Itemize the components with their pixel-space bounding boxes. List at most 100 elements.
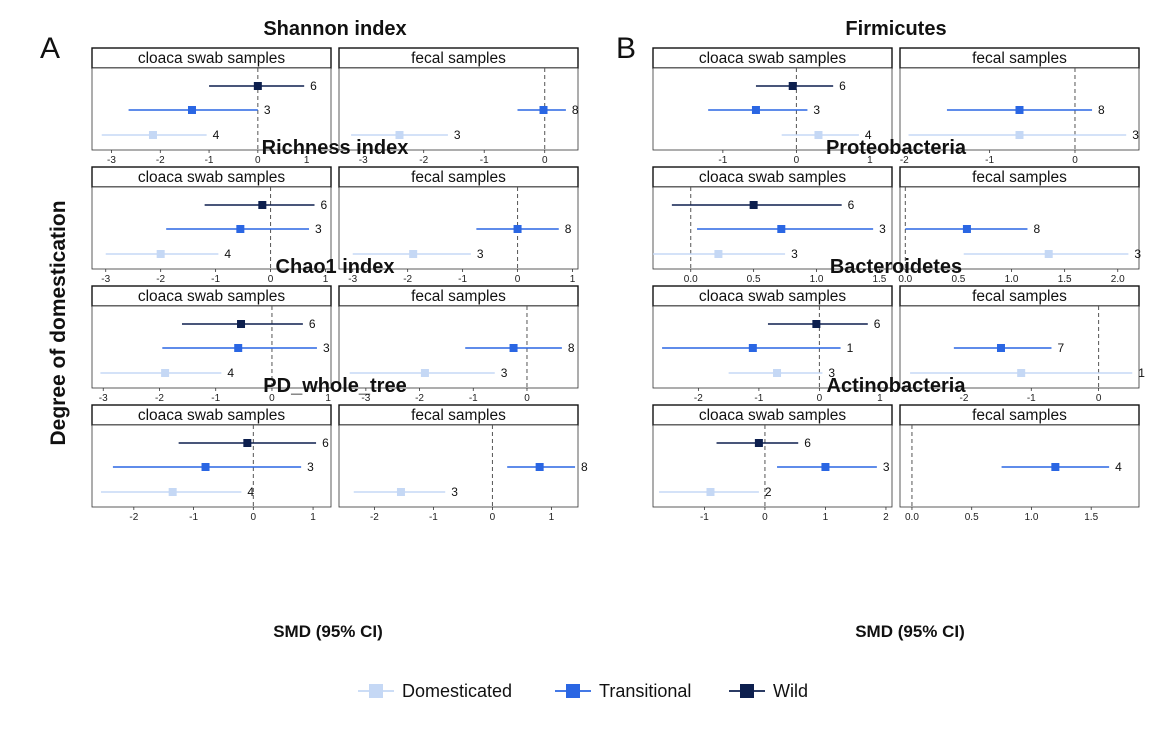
x-tick-label: 0 <box>269 393 275 404</box>
legend: Domesticated Transitional Wild <box>358 681 808 701</box>
x-tick-label: 0 <box>1072 155 1078 166</box>
facet-cloaca-swab: cloaca swab samples -1 0 1 6 3 4 <box>652 47 893 166</box>
facet-fecal: fecal samples -3 -2 -1 0 8 3 <box>338 47 579 166</box>
facet-strip-label: cloaca swab samples <box>138 288 286 305</box>
x-tick-label: 1 <box>325 393 331 404</box>
estimate-point-domesticated <box>714 250 723 258</box>
x-axis-label-a: SMD (95% CI) <box>273 622 383 641</box>
x-tick-label: -2 <box>403 274 412 285</box>
x-tick-label: -1 <box>1027 393 1036 404</box>
facet-strip-label: cloaca swab samples <box>138 50 286 67</box>
x-tick-label: -3 <box>101 274 110 285</box>
x-tick-label: 2 <box>883 512 889 523</box>
facet-strip-label: fecal samples <box>972 288 1067 305</box>
study-count-label: 3 <box>883 460 890 474</box>
x-tick-label: -1 <box>754 393 763 404</box>
forest-plot-richness-index: Richness index cloaca swab samples -3 -2 -1 0… <box>91 137 579 285</box>
estimate-point-transitional <box>187 106 196 114</box>
estimate-point-transitional <box>1051 463 1060 471</box>
facet-fecal: fecal samples 0.0 0.5 1.0 1.5 4 <box>899 404 1140 523</box>
x-tick-label: 1.0 <box>1005 274 1019 285</box>
x-tick-label: -1 <box>985 155 994 166</box>
study-count-label: 8 <box>565 222 572 236</box>
x-tick-label: -2 <box>129 512 138 523</box>
estimate-point-transitional <box>234 344 243 352</box>
x-tick-label: -1 <box>429 512 438 523</box>
study-count-label: 3 <box>813 103 820 117</box>
legend-item-transitional: Transitional <box>555 681 691 701</box>
facet-strip-label: cloaca swab samples <box>138 407 286 424</box>
facet-fecal: fecal samples 0.0 0.5 1.0 1.5 2.0 8 3 <box>898 166 1141 285</box>
study-count-label: 3 <box>501 366 508 380</box>
facet-strip-label: fecal samples <box>972 169 1067 186</box>
x-tick-label: -3 <box>361 393 370 404</box>
x-tick-label: -2 <box>156 155 165 166</box>
x-tick-label: -2 <box>900 155 909 166</box>
x-tick-label: 0 <box>524 393 530 404</box>
legend-label: Wild <box>773 681 808 701</box>
forest-plot-firmicutes: Firmicutes cloaca swab samples -1 0 1 6 3 4 feca… <box>652 18 1140 166</box>
estimate-point-transitional <box>236 225 245 233</box>
facet-fecal: fecal samples -3 -2 -1 0 1 8 3 <box>338 166 579 285</box>
plot-title: Bacteroidetes <box>830 256 962 278</box>
facet-strip-label: cloaca swab samples <box>138 169 286 186</box>
facet-strip-label: cloaca swab samples <box>699 50 847 67</box>
estimate-point-wild <box>237 320 246 328</box>
x-tick-label: 1.0 <box>810 274 824 285</box>
plot-frame <box>91 67 332 151</box>
x-tick-label: 0 <box>762 512 768 523</box>
study-count-label: 6 <box>310 79 317 93</box>
study-count-label: 3 <box>307 460 314 474</box>
estimate-point-domesticated <box>1017 369 1026 377</box>
x-tick-label: 1 <box>310 512 316 523</box>
x-tick-label: 0 <box>251 512 257 523</box>
facet-strip-label: fecal samples <box>972 50 1067 67</box>
x-tick-label: -1 <box>211 393 220 404</box>
estimate-point-transitional <box>509 344 518 352</box>
estimate-point-domesticated <box>773 369 782 377</box>
x-tick-label: -2 <box>415 393 424 404</box>
x-tick-label: 0.5 <box>951 274 965 285</box>
x-tick-label: 0 <box>515 274 521 285</box>
facet-strip-label: cloaca swab samples <box>699 288 847 305</box>
plot-frame <box>91 424 332 508</box>
study-count-label: 6 <box>848 198 855 212</box>
estimate-point-transitional <box>201 463 210 471</box>
estimate-point-transitional <box>748 344 757 352</box>
estimate-point-wild <box>253 82 262 90</box>
x-tick-label: 0 <box>268 274 274 285</box>
x-tick-label: 0 <box>490 512 496 523</box>
facet-strip-label: fecal samples <box>411 50 506 67</box>
x-tick-label: 0 <box>1096 393 1102 404</box>
legend-swatch <box>369 684 383 698</box>
facet-fecal: fecal samples -3 -2 -1 0 8 3 <box>338 285 579 404</box>
estimate-point-domesticated <box>1044 250 1053 258</box>
plot-frame <box>652 305 893 389</box>
estimate-point-transitional <box>1015 106 1024 114</box>
forest-plot-bacteroidetes: Bacteroidetes cloaca swab samples -2 -1 0 1 6 1… <box>652 256 1145 404</box>
x-tick-label: 0.0 <box>905 512 919 523</box>
study-count-label: 3 <box>454 128 461 142</box>
study-count-label: 3 <box>315 222 322 236</box>
x-tick-label: 1 <box>549 512 555 523</box>
facet-strip-label: fecal samples <box>411 288 506 305</box>
x-tick-label: 1.5 <box>1084 512 1098 523</box>
x-tick-label: -2 <box>960 393 969 404</box>
facet-cloaca-swab: cloaca swab samples 0.0 0.5 1.0 1.5 6 3 3 <box>652 166 893 285</box>
x-tick-label: 1.0 <box>1024 512 1038 523</box>
study-count-label: 3 <box>791 247 798 261</box>
x-tick-label: 2.0 <box>1111 274 1125 285</box>
estimate-point-transitional <box>513 225 522 233</box>
forest-plot-shannon-index: Shannon index cloaca swab samples -3 -2 -1 0 1… <box>91 18 579 166</box>
facet-cloaca-swab: cloaca swab samples -3 -2 -1 0 1 6 3 4 <box>91 47 332 166</box>
y-axis-label: Degree of domestication <box>47 200 70 445</box>
x-tick-label: -3 <box>359 155 368 166</box>
estimate-point-domesticated <box>396 488 405 496</box>
facet-fecal: fecal samples -2 -1 0 7 1 <box>899 285 1145 404</box>
study-count-label: 3 <box>1134 247 1141 261</box>
plot-title: PD_whole_tree <box>263 375 406 397</box>
study-count-label: 4 <box>213 128 220 142</box>
